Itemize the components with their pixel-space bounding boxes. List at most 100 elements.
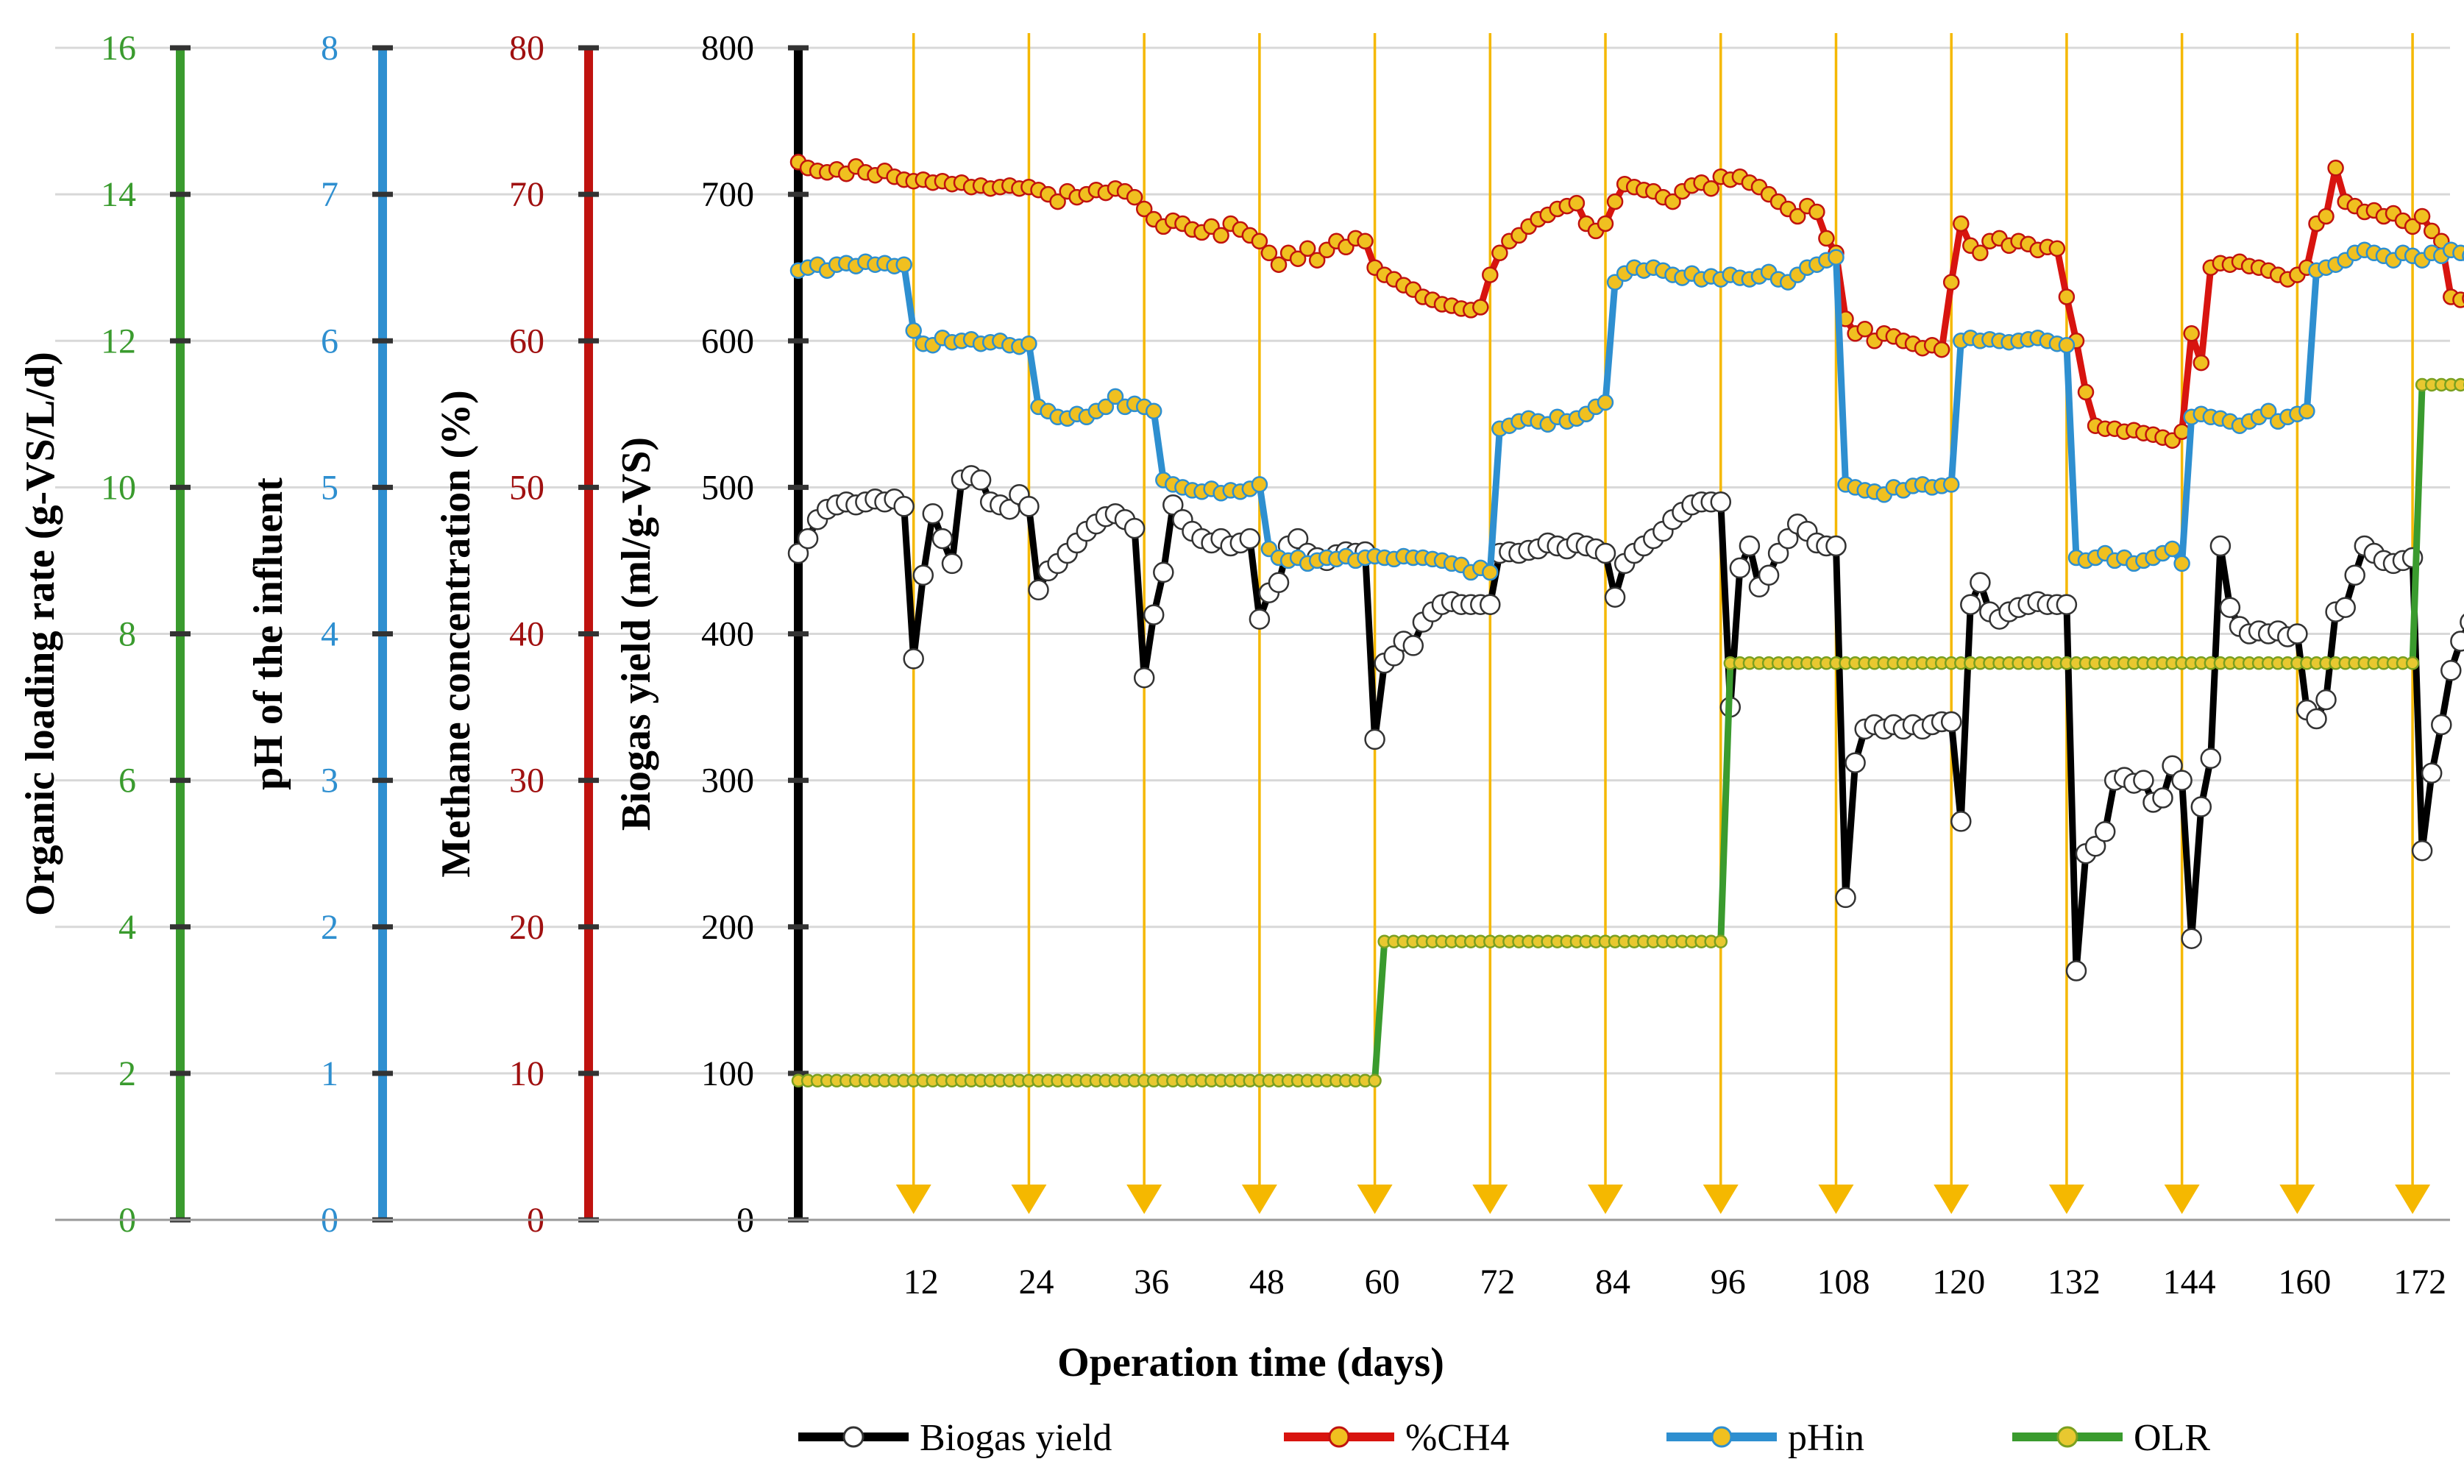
olr-point — [1714, 934, 1728, 948]
x-tick-label: 172 — [2393, 1263, 2446, 1302]
olr-tick-label: 2 — [118, 1054, 136, 1093]
day-marker-arrowhead — [2279, 1185, 2315, 1214]
legend-label: OLR — [2134, 1417, 2210, 1459]
phin-point — [2164, 540, 2181, 558]
legend-marker — [842, 1426, 864, 1448]
biogas-yield-point — [2411, 839, 2433, 862]
day-marker-arrowhead — [1011, 1185, 1047, 1214]
biogas-yield-point — [2335, 597, 2356, 618]
-ch4-point — [1606, 193, 1624, 210]
biogas-yield-point — [1402, 635, 1424, 656]
-ch4-point — [1808, 203, 1825, 221]
olr-tick-label: 8 — [118, 615, 136, 654]
biogas-yield-point — [1249, 608, 1271, 630]
biogas-yield-point — [912, 564, 934, 586]
biogas-yield-point — [2344, 564, 2365, 586]
biogas-yield-point — [1480, 594, 1501, 615]
biogas-yield-point — [1970, 572, 1991, 594]
biogas-tick-label: 800 — [701, 29, 754, 68]
biogas-yield-point — [2315, 689, 2337, 711]
-ch4-point — [1126, 188, 1143, 206]
olr-tick-label: 10 — [101, 468, 136, 507]
day-marker-arrowhead — [1818, 1185, 1854, 1214]
-ch4-point — [2452, 291, 2464, 308]
-ch4-point — [1789, 207, 1806, 225]
biogas-yield-point — [2450, 631, 2464, 652]
x-tick-label: 72 — [1480, 1263, 1515, 1302]
legend-marker — [1711, 1426, 1733, 1448]
biogas-yield-point — [1364, 728, 1385, 750]
biogas-yield-point — [2171, 770, 2193, 791]
biogas-yield-point — [2084, 835, 2106, 857]
biogas-yield-point — [1835, 887, 1856, 909]
biogas-tick-label: 500 — [701, 468, 754, 507]
-ch4-point — [2058, 288, 2076, 305]
biogas-yield-point — [2219, 597, 2241, 618]
ph-tick-label: 7 — [321, 175, 338, 214]
biogas-yield-point — [1018, 496, 1040, 517]
ch4-tick-label: 50 — [509, 468, 544, 507]
biogas-yield-point — [2287, 623, 2308, 645]
biogas-yield-point — [2431, 714, 2452, 736]
phin-point — [1251, 476, 1268, 493]
biogas-yield-point — [1777, 528, 1799, 550]
x-tick-label: 108 — [1817, 1263, 1870, 1302]
-ch4-point — [1308, 252, 1326, 269]
ph-tick-label: 6 — [321, 322, 338, 361]
-ch4-point — [1482, 266, 1499, 283]
day-marker-arrowhead — [2164, 1185, 2200, 1214]
olr-tick-label: 4 — [118, 908, 136, 947]
ph-tick-label: 4 — [321, 615, 338, 654]
biogas-yield-point — [2056, 594, 2078, 615]
-ch4-point — [1270, 256, 1288, 273]
legend-label: %CH4 — [1405, 1417, 1510, 1459]
phin-point — [1828, 249, 1845, 266]
x-axis: 1224364860728496108120132144160172180192 — [55, 1218, 2450, 1302]
-ch4-point — [1942, 274, 1960, 291]
ch4-tick-label: 20 — [509, 908, 544, 947]
-ch4-point — [1299, 240, 1316, 258]
biogas-yield-point — [1729, 557, 1751, 579]
biogas-yield-point — [2421, 762, 2443, 784]
biogas-yield-point — [2152, 787, 2173, 809]
biogas-yield-point — [931, 528, 954, 550]
phin-point — [905, 322, 922, 339]
-ch4-line — [796, 159, 2464, 444]
biogas-yield-point — [2094, 821, 2116, 842]
x-tick-label: 160 — [2278, 1263, 2331, 1302]
-ch4-point — [1597, 215, 1614, 232]
biogas-yield-point — [1594, 542, 1616, 564]
-ch4-point — [1491, 244, 1508, 262]
-ch4-point — [1856, 321, 1873, 338]
-ch4-point — [1357, 232, 1374, 250]
x-axis-title: Operation time (days) — [1057, 1340, 1444, 1385]
phin-point — [2298, 402, 2315, 420]
ph-tick-label: 5 — [321, 468, 338, 507]
gridlines — [55, 46, 2450, 1221]
legend-label: pHin — [1788, 1417, 1864, 1459]
-ch4-point — [2413, 207, 2431, 225]
day-marker-arrowhead — [2395, 1185, 2431, 1214]
biogas-yield-point — [1767, 542, 1789, 564]
biogas-tick-label: 300 — [701, 761, 754, 800]
biogas-yield-point — [941, 553, 963, 575]
-ch4-point — [1251, 232, 1268, 250]
-ch4-point — [1953, 215, 1970, 232]
-ch4-point — [2183, 325, 2200, 342]
phin-point — [2058, 336, 2076, 354]
ph-tick-label: 1 — [321, 1054, 338, 1093]
-ch4-point — [2193, 354, 2210, 372]
olr-tick-label: 12 — [101, 322, 136, 361]
data-series — [787, 154, 2464, 1088]
ch4-tick-label: 30 — [509, 761, 544, 800]
phin-point — [1482, 564, 1499, 581]
-ch4-point — [2404, 218, 2421, 235]
olr-point — [1368, 1073, 1382, 1088]
olr-axis-title: Organic loading rate (g-VS/L/d) — [18, 352, 63, 916]
olr-tick-label: 16 — [101, 29, 136, 68]
-ch4-point — [1664, 193, 1681, 210]
day-marker-arrowhead — [1357, 1185, 1393, 1214]
biogas-yield-point — [1825, 535, 1847, 557]
biogas-yield-point — [2065, 960, 2087, 981]
